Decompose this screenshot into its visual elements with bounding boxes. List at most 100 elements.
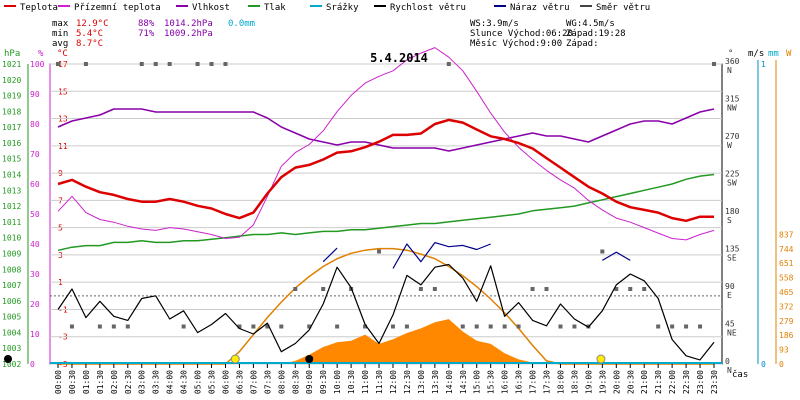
x-tick-label: 03:00: [138, 370, 147, 394]
series-wind: [57, 263, 715, 361]
series-dir-point: [530, 287, 535, 291]
series-dir-point: [279, 324, 284, 329]
press-tick-label: 1018: [2, 107, 21, 116]
x-tick-label: 13:30: [431, 370, 440, 394]
axis-unit-speed: m/s: [748, 49, 764, 59]
press-tick-label: 1014: [2, 171, 21, 180]
x-tick-label: 22:30: [682, 370, 691, 394]
series-solar-fill: [58, 319, 714, 364]
dir-tick-label: 225: [725, 170, 740, 179]
press-tick-label: 1010: [2, 234, 21, 243]
dir-tick-label: 135: [725, 245, 740, 254]
series-dir-point: [558, 324, 563, 329]
x-tick-label: 19:30: [598, 370, 607, 394]
x-tick-label: 11:30: [375, 370, 384, 394]
hum-tick-label: 60: [30, 180, 40, 189]
x-tick-label: 16:00: [501, 370, 510, 394]
press-tick-label: 1019: [2, 92, 21, 101]
series-dir-point: [293, 287, 298, 291]
press-tick-label: 1020: [2, 76, 21, 85]
series-dir-point: [404, 324, 409, 329]
solar-tick-label: 558: [779, 274, 794, 283]
series-dir-point: [698, 324, 703, 329]
series-dir-point: [307, 324, 312, 329]
series-dir-point: [321, 287, 326, 291]
x-tick-label: 05:30: [208, 370, 217, 394]
solar-tick-label: 465: [779, 288, 794, 297]
hum-tick-label: 70: [30, 150, 40, 159]
x-tick-label: 02:00: [110, 370, 119, 394]
hum-tick-label: 20: [30, 300, 40, 309]
x-tick-label: 12:00: [389, 370, 398, 394]
x-tick-label: 23:30: [710, 370, 719, 394]
x-tick-label: 15:30: [487, 370, 496, 394]
stat-rain: 0.0mm: [228, 19, 255, 29]
dir-tick-label: 360: [725, 57, 740, 66]
x-tick-label: 06:30: [235, 370, 244, 394]
legend-label: Tlak: [264, 3, 286, 13]
x-tick-label: 18:30: [570, 370, 579, 394]
series-dir-point: [139, 62, 144, 66]
press-tick-label: 1021: [2, 60, 21, 69]
legend-label: Rychlost větru: [390, 3, 466, 13]
x-tick-label: 07:30: [263, 370, 272, 394]
series-dir-point: [488, 324, 493, 329]
legend-label: Náraz větru: [510, 3, 570, 13]
x-tick-label: 14:30: [459, 370, 468, 394]
legend-label: Směr větru: [596, 3, 650, 13]
series-gust: [322, 242, 631, 269]
stat-temp: 5.4°C: [76, 29, 103, 39]
press-tick-label: 1003: [2, 344, 21, 353]
solar-tick-label: 744: [779, 245, 794, 254]
legend-label: Teplota: [20, 3, 58, 13]
solar-tick-label: 93: [779, 346, 789, 355]
solar-tick-label: 279: [779, 317, 794, 326]
wind-info-left: WS:3.9m/s: [470, 19, 519, 29]
series-dir-point: [600, 249, 605, 254]
stat-hum: 71%: [138, 29, 155, 39]
dir-tick-label: 90: [725, 282, 735, 291]
press-tick-label: 1005: [2, 313, 21, 322]
dir-name-label: SE: [727, 254, 737, 263]
dir-name-label: W: [727, 141, 732, 150]
series-dir-point: [125, 324, 130, 329]
dir-tick-label: 180: [725, 207, 740, 216]
hum-tick-label: 40: [30, 240, 40, 249]
x-tick-label: 22:00: [668, 370, 677, 394]
stat-press: 1014.2hPa: [164, 19, 213, 29]
hum-tick-label: 100: [30, 60, 45, 69]
series-temp: [57, 118, 714, 223]
plot-border: [49, 63, 723, 365]
x-tick-label: 21:00: [640, 370, 649, 394]
stats-panel: max 12.9°C 88% 1014.2hPa 0.0mm min 5.4°C 71% 100…: [52, 19, 626, 49]
wind-info-right: Západ:19:28: [566, 29, 626, 39]
wind-info-right: Západ:: [566, 39, 599, 49]
series-dir-point: [265, 324, 270, 329]
solar-tick-label: 372: [779, 302, 794, 311]
dir-tick-label: 270: [725, 132, 740, 141]
series-dir-point: [251, 324, 256, 329]
x-tick-label: 13:00: [417, 370, 426, 394]
series-dir-point: [83, 62, 88, 66]
wind-info-left: Slunce Východ:06:20: [470, 29, 573, 39]
stat-press: 1009.2hPa: [164, 29, 213, 39]
moonrise-icon: [305, 355, 314, 363]
x-tick-label: 10:30: [347, 370, 356, 394]
axis-unit-temp: °C: [57, 49, 68, 59]
series-dir-point: [670, 324, 675, 329]
series-dir-point: [363, 324, 368, 329]
solar-tick-label: 837: [779, 230, 794, 239]
axis-unit-dir: °: [728, 49, 733, 59]
series-dir-point: [56, 62, 60, 66]
x-axis-unit: čas: [732, 369, 748, 380]
x-tick-label: 05:00: [194, 370, 203, 394]
x-tick-label: 23:00: [696, 370, 705, 394]
series-dir-point: [377, 249, 382, 254]
axis-unit-press: hPa: [4, 49, 20, 59]
x-tick-label: 20:30: [626, 370, 635, 394]
dir-name-label: S: [727, 216, 732, 225]
speed-tick-label: 1: [761, 60, 766, 69]
hum-tick-label: 90: [30, 90, 40, 99]
dir-name-label: N: [727, 366, 732, 375]
